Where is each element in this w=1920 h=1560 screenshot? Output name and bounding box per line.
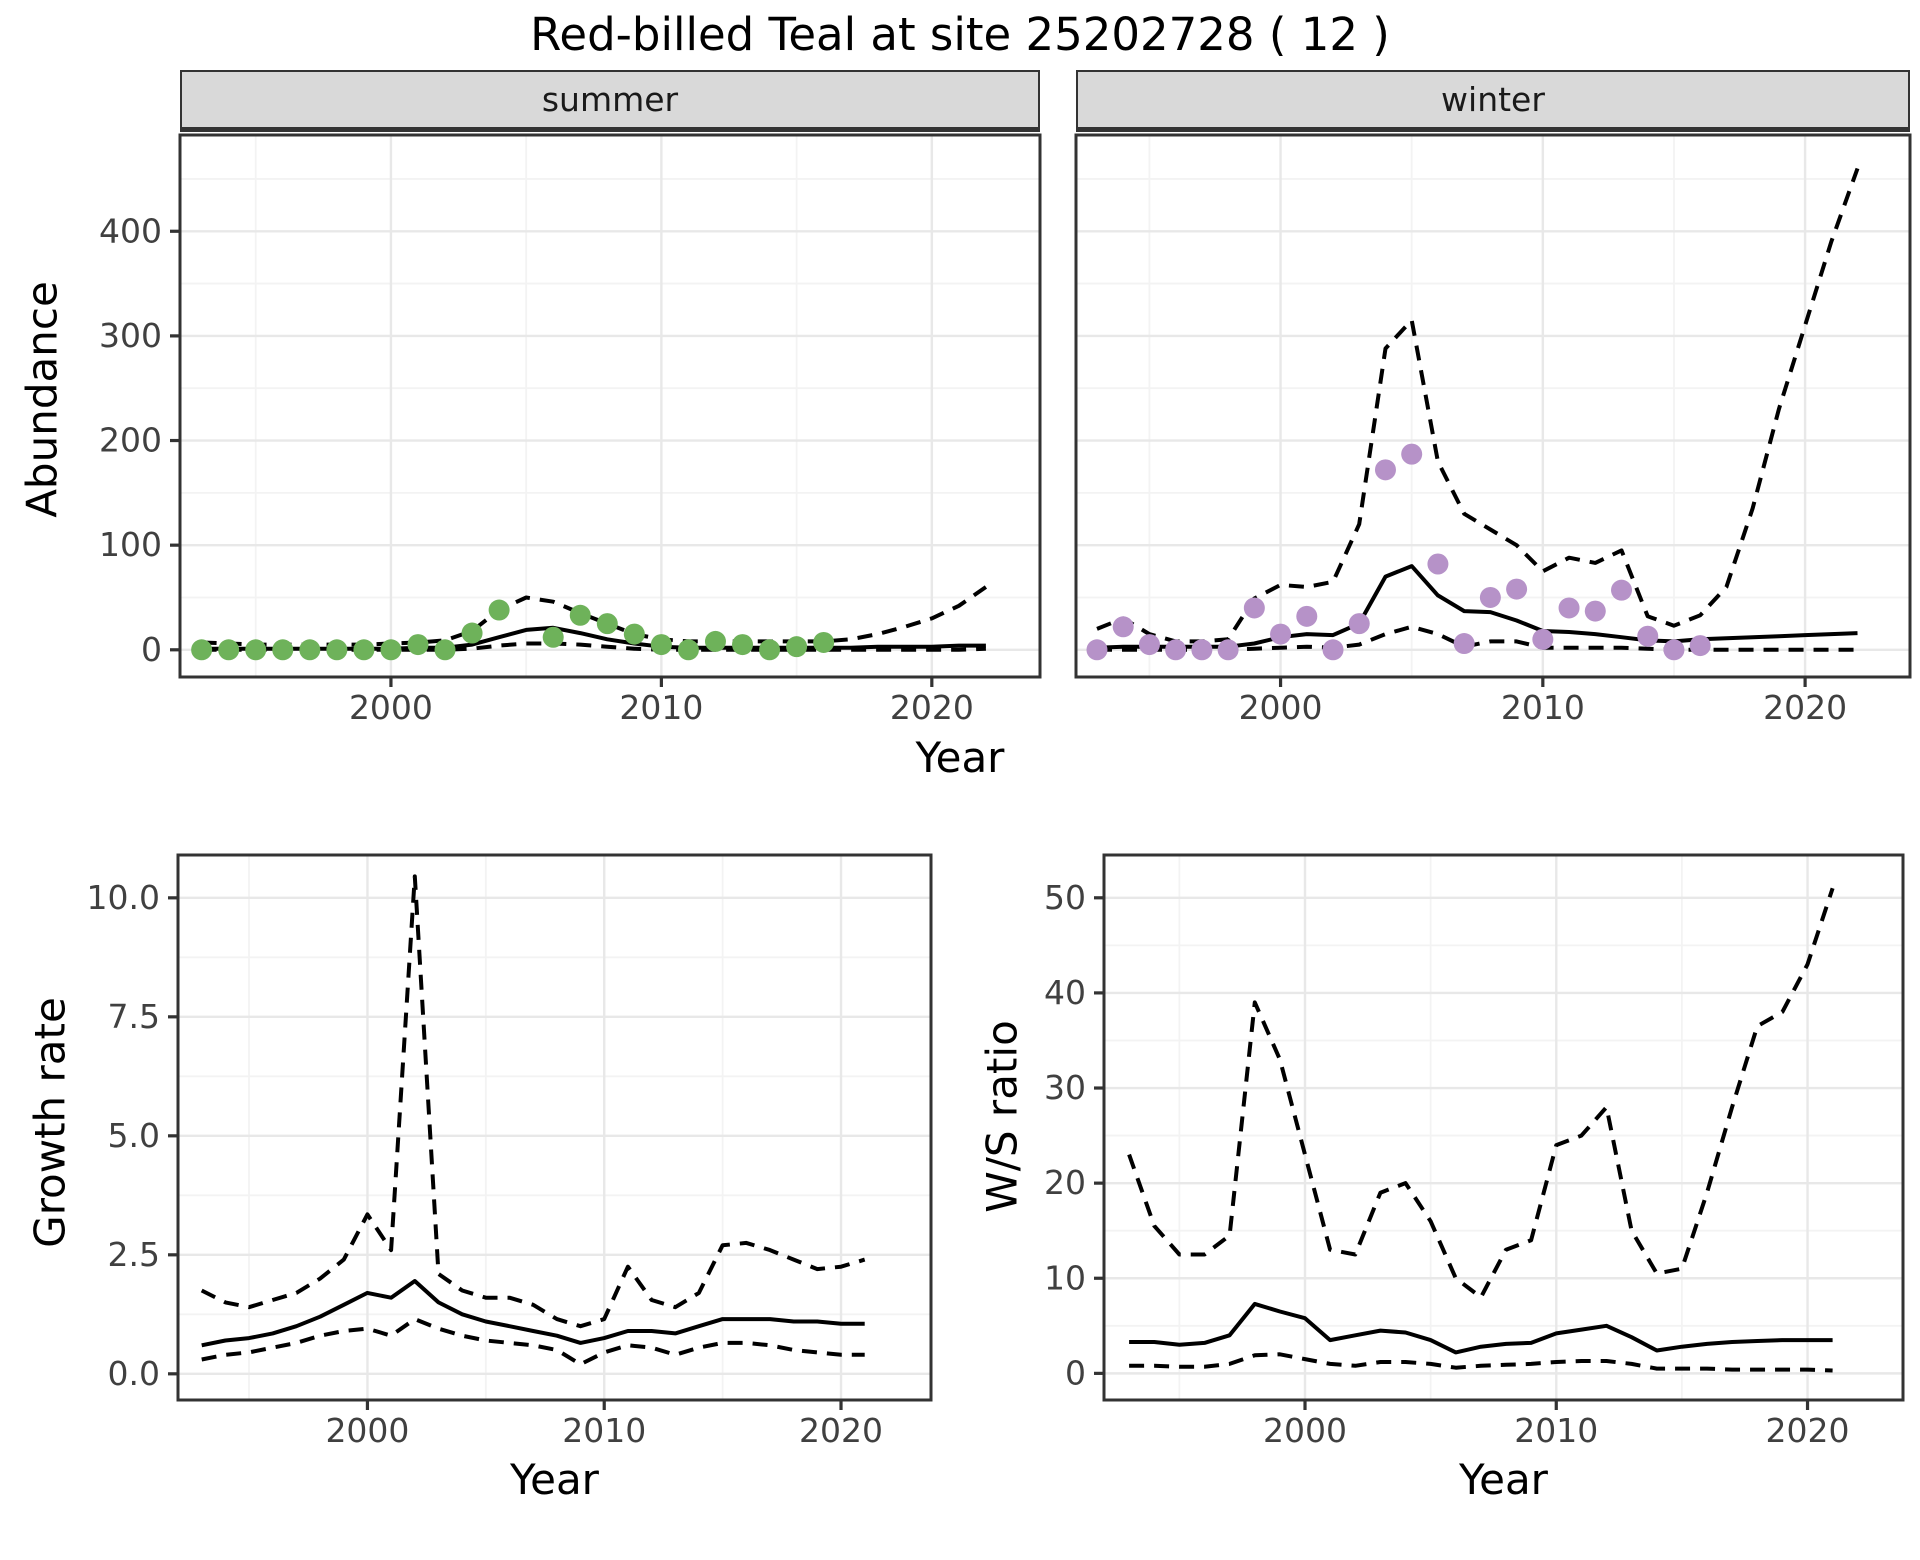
y-axis-title-abundance: Abundance (17, 281, 67, 518)
svg-text:2000: 2000 (1239, 688, 1323, 727)
facet-strip-winter: winter (1076, 70, 1910, 132)
svg-text:2020: 2020 (1763, 688, 1847, 727)
svg-text:7.5: 7.5 (108, 997, 160, 1036)
y-axis-title-ws-ratio: W/S ratio (977, 1020, 1027, 1213)
svg-text:50: 50 (1044, 878, 1086, 917)
facet-strip-summer: summer (180, 70, 1040, 132)
svg-text:0: 0 (1065, 1353, 1086, 1392)
facet-strip-summer-label: summer (541, 80, 679, 119)
svg-text:40: 40 (1044, 973, 1086, 1012)
svg-text:2020: 2020 (1766, 1411, 1850, 1450)
facet-strip-winter-label: winter (1441, 80, 1545, 119)
svg-text:400: 400 (99, 211, 162, 250)
svg-text:2000: 2000 (349, 688, 433, 727)
svg-text:300: 300 (99, 316, 162, 355)
svg-text:10: 10 (1044, 1258, 1086, 1297)
growth-rate-panel: 2000 2010 2020 0.0 2.5 5.0 7.5 10.0 (87, 853, 933, 1450)
ws-ratio-panel: 2000 2010 2020 0 10 20 30 40 50 (1044, 853, 1905, 1450)
plot-title: Red-billed Teal at site 25202728 ( 12 ) (530, 8, 1390, 61)
svg-text:2010: 2010 (1501, 688, 1585, 727)
x-axis-title-year-top: Year (915, 733, 1005, 782)
svg-text:10.0: 10.0 (87, 878, 160, 917)
svg-text:2010: 2010 (1514, 1411, 1598, 1450)
svg-text:200: 200 (99, 421, 162, 460)
svg-text:2020: 2020 (890, 688, 974, 727)
svg-text:2010: 2010 (619, 688, 703, 727)
svg-text:20: 20 (1044, 1163, 1086, 1202)
x-axis-title-year-growth: Year (510, 1455, 599, 1504)
svg-text:0.0: 0.0 (108, 1354, 160, 1393)
svg-text:2010: 2010 (562, 1411, 646, 1450)
svg-text:2.5: 2.5 (108, 1235, 160, 1274)
svg-text:5.0: 5.0 (108, 1116, 160, 1155)
svg-text:2000: 2000 (325, 1411, 409, 1450)
y-axis-title-growth-rate: Growth rate (25, 997, 75, 1248)
svg-text:100: 100 (99, 525, 162, 564)
svg-text:0: 0 (141, 630, 162, 669)
svg-text:2020: 2020 (799, 1411, 883, 1450)
svg-text:30: 30 (1044, 1068, 1086, 1107)
x-axis-title-year-ws: Year (1459, 1455, 1548, 1504)
winter-abundance-panel: 2000 2010 2020 (1074, 133, 1912, 727)
svg-text:2000: 2000 (1263, 1411, 1347, 1450)
summer-abundance-panel: 2000 2010 2020 0 100 200 300 400 (99, 133, 1042, 727)
